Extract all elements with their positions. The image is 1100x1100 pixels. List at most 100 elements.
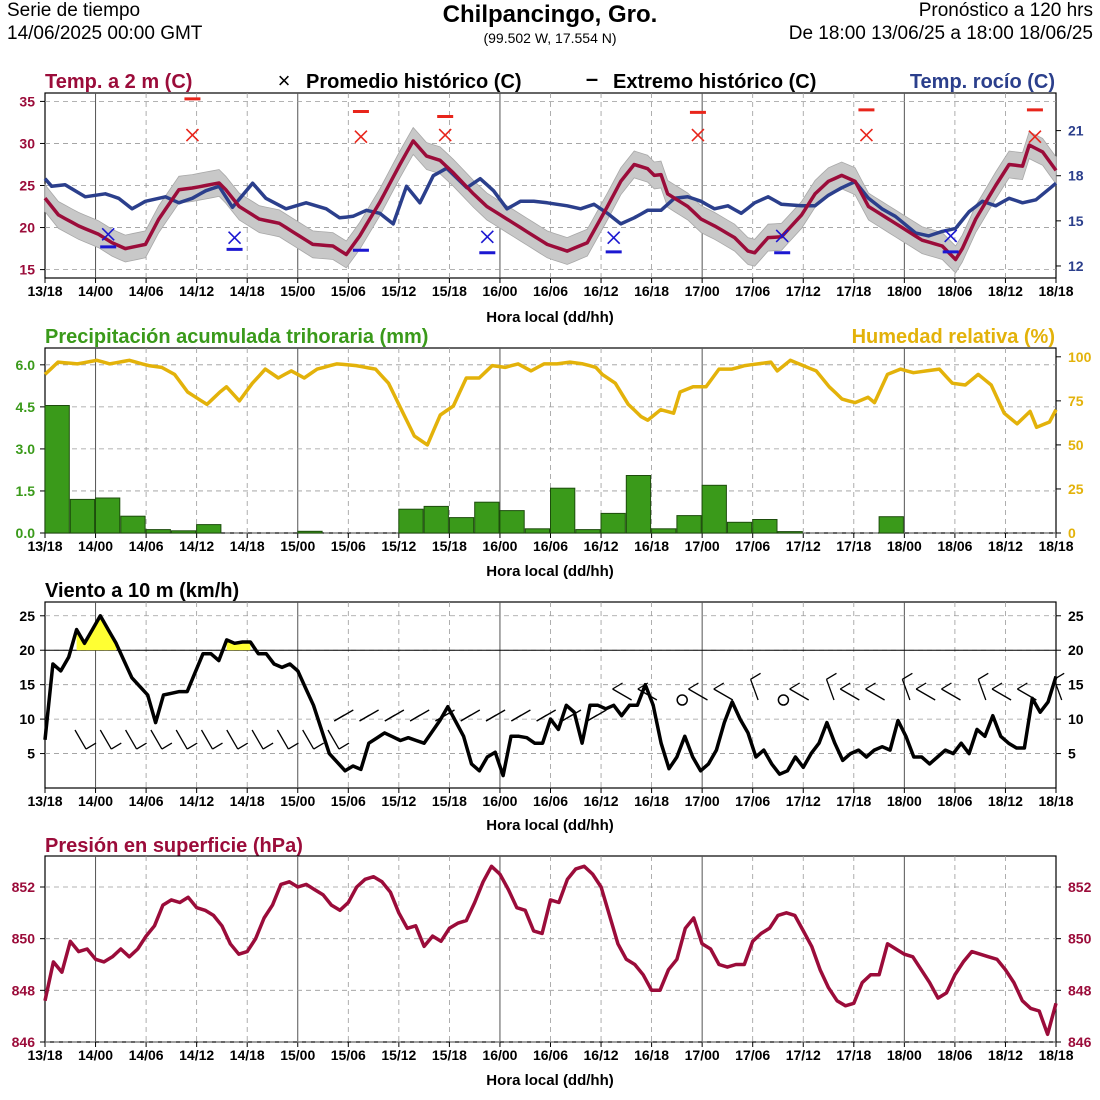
precip-bar bbox=[44, 405, 70, 534]
wind-barb-staff bbox=[327, 729, 340, 750]
wind-barb-staff bbox=[977, 679, 987, 701]
wind-barb bbox=[333, 709, 354, 722]
precip-bar bbox=[625, 475, 652, 534]
humidity-axis-tick-label: 75 bbox=[1068, 393, 1084, 409]
wind-barb-staff bbox=[941, 688, 961, 701]
precip-bar bbox=[145, 529, 171, 534]
wind-barb-staff bbox=[789, 688, 810, 701]
wind-barb-feather bbox=[750, 672, 761, 680]
x-tick-label: 17/00 bbox=[685, 283, 720, 299]
x-tick-label: 17/00 bbox=[685, 793, 720, 809]
x-tick-label: 14/06 bbox=[129, 538, 164, 554]
wind-barb-feather bbox=[612, 682, 623, 690]
precip-bar bbox=[726, 521, 753, 534]
dewpoint-panel-title: Temp. rocío (C) bbox=[910, 71, 1055, 93]
precip-bar bbox=[499, 510, 525, 534]
x-tick-label: 15/06 bbox=[331, 1047, 366, 1063]
temp-xlabel: Hora local (dd/hh) bbox=[486, 309, 614, 326]
wind-barb bbox=[302, 729, 325, 750]
wind-barb-feather bbox=[902, 672, 913, 680]
wind-barb-feather bbox=[460, 714, 472, 722]
wind-axis-right-tick-label: 25 bbox=[1068, 608, 1084, 624]
wind-barb-feather bbox=[713, 682, 725, 690]
wind-barb-feather bbox=[110, 742, 122, 750]
precip-axis-tick-label: 3.0 bbox=[16, 441, 36, 457]
precip-bar bbox=[120, 515, 146, 534]
x-tick-label: 15/18 bbox=[432, 793, 467, 809]
wind-calm-marker bbox=[676, 694, 688, 706]
precip-xlabel: Hora local (dd/hh) bbox=[486, 563, 614, 580]
x-tick-label: 18/06 bbox=[937, 1047, 972, 1063]
wind-barb-staff bbox=[749, 679, 759, 701]
x-tick-label: 17/18 bbox=[836, 1047, 871, 1063]
precip-bar bbox=[297, 530, 323, 534]
legend-avg-icon: × bbox=[278, 68, 291, 93]
wind-barb bbox=[612, 682, 632, 701]
wind-barb bbox=[915, 682, 936, 701]
pressure-axis-right-tick-label: 850 bbox=[1068, 931, 1092, 947]
wind-axis-right-tick-label: 10 bbox=[1068, 711, 1084, 727]
wind-axis-right-tick-label: 20 bbox=[1068, 642, 1084, 658]
x-tick-label: 18/06 bbox=[937, 538, 972, 554]
x-tick-label: 17/00 bbox=[685, 538, 720, 554]
historical-average-marker bbox=[691, 128, 705, 142]
x-tick-label: 14/00 bbox=[78, 538, 113, 554]
wind-barb-feather bbox=[237, 742, 249, 750]
header-right-line2: De 18:00 13/06/25 a 18:00 18/06/25 bbox=[789, 23, 1093, 44]
x-tick-label: 14/12 bbox=[179, 1047, 214, 1063]
x-tick-label: 18/12 bbox=[988, 283, 1023, 299]
x-tick-label: 16/06 bbox=[533, 538, 568, 554]
x-tick-label: 14/00 bbox=[78, 1047, 113, 1063]
wind-barb bbox=[125, 729, 147, 750]
dewpoint-axis-tick-label: 18 bbox=[1068, 168, 1084, 184]
pressure-axis-tick-label: 850 bbox=[12, 931, 36, 947]
wind-barb bbox=[200, 729, 223, 750]
wind-barb bbox=[713, 682, 734, 701]
temperature-axis-tick-label: 25 bbox=[19, 178, 35, 194]
x-tick-label: 17/12 bbox=[786, 538, 821, 554]
x-tick-label: 14/12 bbox=[179, 793, 214, 809]
header-right-line1: Pronóstico a 120 hrs bbox=[919, 0, 1093, 21]
x-tick-label: 16/00 bbox=[482, 283, 517, 299]
wind-barb bbox=[789, 682, 810, 701]
wind-barb bbox=[561, 709, 582, 722]
wind-barb bbox=[485, 709, 506, 722]
x-tick-label: 15/00 bbox=[280, 538, 315, 554]
wind-barb-staff bbox=[200, 729, 214, 750]
x-tick-label: 13/18 bbox=[27, 793, 62, 809]
precip-bar bbox=[752, 519, 778, 534]
wind-barb-feather bbox=[688, 682, 699, 690]
wind-barb bbox=[586, 709, 607, 722]
precip-bar bbox=[878, 516, 904, 534]
x-tick-label: 18/00 bbox=[887, 538, 922, 554]
wind-barb-staff bbox=[991, 688, 1012, 701]
x-tick-label: 13/18 bbox=[27, 538, 62, 554]
historical-average-stroke bbox=[227, 231, 242, 245]
x-tick-label: 15/12 bbox=[381, 538, 416, 554]
wind-axis-right-tick-label: 15 bbox=[1068, 677, 1084, 693]
wind-barb bbox=[901, 672, 913, 701]
x-tick-label: 16/12 bbox=[584, 538, 619, 554]
precip-axis-tick-label: 0.0 bbox=[16, 525, 36, 541]
wind-barb-feather bbox=[313, 742, 325, 750]
historical-average-marker bbox=[354, 130, 368, 144]
wind-barb-feather bbox=[915, 682, 927, 690]
x-tick-label: 16/06 bbox=[533, 1047, 568, 1063]
wind-barb-feather bbox=[586, 714, 598, 722]
temperature-axis-tick-label: 20 bbox=[19, 220, 35, 236]
precip-bar bbox=[423, 505, 449, 534]
x-tick-label: 17/12 bbox=[786, 1047, 821, 1063]
historical-average-stroke bbox=[185, 128, 200, 142]
dewpoint-axis-tick-label: 15 bbox=[1068, 213, 1084, 229]
x-tick-label: 13/18 bbox=[27, 283, 62, 299]
plot-area: 13/18 14/00 14/06 14/12 14/18 15/00 15/06 15/12… bbox=[12, 92, 1092, 1063]
x-tick-label: 18/00 bbox=[887, 793, 922, 809]
x-tick-label: 17/00 bbox=[685, 1047, 720, 1063]
x-tick-label: 16/12 bbox=[584, 793, 619, 809]
wind-barb-feather bbox=[977, 672, 989, 680]
wind-barb-feather bbox=[186, 742, 198, 750]
temperature-axis-tick-label: 15 bbox=[19, 262, 35, 278]
wind-barb-staff bbox=[150, 729, 163, 750]
wind-barb-staff bbox=[175, 729, 188, 750]
